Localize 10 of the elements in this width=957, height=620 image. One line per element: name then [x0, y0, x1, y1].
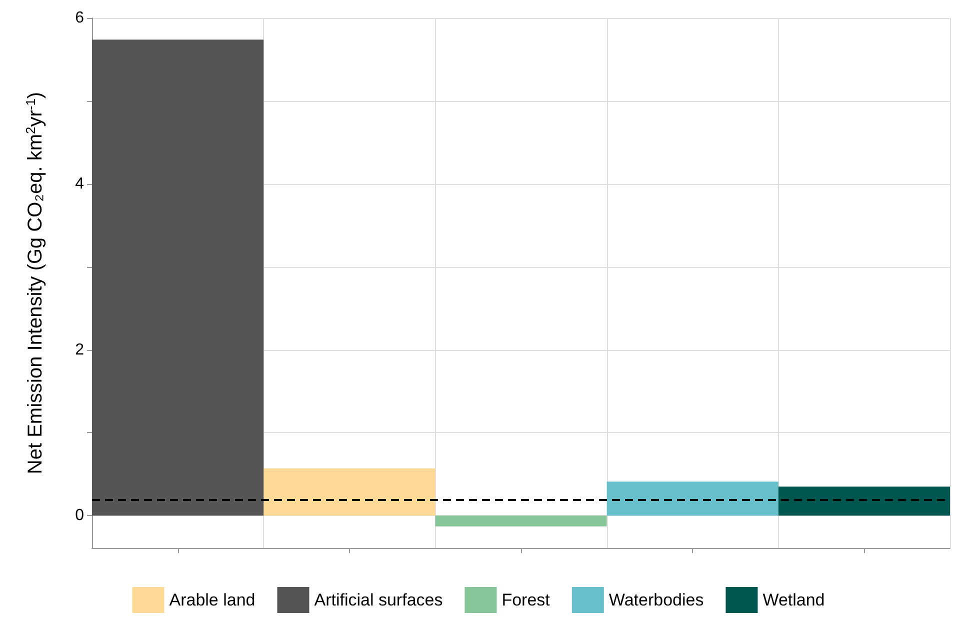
legend-label: Wetland: [762, 590, 825, 610]
legend-label: Waterbodies: [608, 590, 704, 610]
legend-label: Forest: [502, 590, 550, 610]
y-tick-label: 4: [75, 175, 84, 192]
y-axis-title: Net Emission Intensity (Gg CO₂eq. km2yr-1): [23, 92, 46, 474]
y-tick-label: 0: [75, 507, 84, 524]
y-tick-label: 2: [75, 341, 84, 358]
legend-label: Artificial surfaces: [314, 590, 443, 610]
y-tick-label: 6: [75, 10, 84, 26]
legend-label: Arable land: [169, 590, 256, 610]
